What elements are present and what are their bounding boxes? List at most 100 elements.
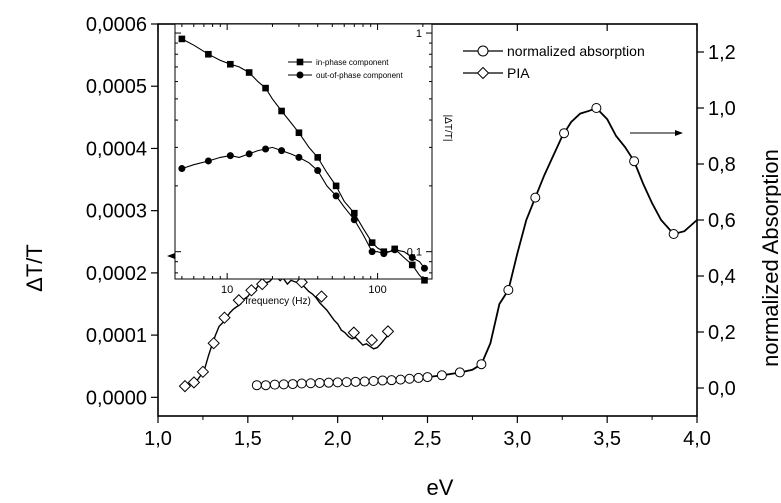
marker-absorption [395,374,406,385]
marker-absorption [668,229,679,239]
y-tick-label: 0,0003 [86,201,147,223]
marker-absorption [296,378,307,389]
y-tick-label: 0,0000 [86,387,147,409]
inset-marker-out-of-phase [262,145,270,153]
inset-marker-out-of-phase [226,152,234,160]
y-tick-label: 0,0001 [86,325,147,347]
inset-marker-out-of-phase [408,254,416,262]
marker-absorption [359,376,370,387]
marker-absorption [314,377,325,388]
marker-absorption [503,285,514,295]
y-axis-title: ΔT/T [22,244,47,292]
y2-tick-label: 0,8 [708,154,736,176]
marker-pia [207,336,220,350]
inset-marker-out-of-phase [314,167,322,175]
inset-marker-in-phase [245,69,253,76]
marker-absorption [278,379,289,390]
inset-x-tick-label: 10 [221,284,233,296]
legend-label-pia: PIA [507,65,530,81]
inset-legend-label-out-of-phase: out-of-phase component [316,71,404,80]
marker-pia [381,325,395,338]
inset-y-tick-label: 1 [416,28,422,40]
x-tick-label: 2,0 [324,428,352,450]
x-axis-title: eV [427,475,454,500]
y-tick-label: 0,0004 [86,138,147,160]
inset-marker-in-phase [278,107,285,115]
series-line-pia [184,274,389,387]
marker-absorption [476,359,487,370]
inset-marker-out-of-phase [350,216,358,224]
marker-absorption [341,377,352,388]
inset-marker-in-phase [421,276,428,284]
y2-tick-label: 0,6 [708,210,736,232]
inset-marker-in-phase [350,209,358,217]
marker-absorption [386,375,397,386]
inset-marker-out-of-phase [245,150,253,158]
inset-marker-out-of-phase [420,264,428,272]
inset-marker-out-of-phase [278,147,286,155]
marker-absorption [404,373,415,384]
marker-pia [245,284,258,297]
inset-marker-in-phase [332,182,340,190]
inset-marker-in-phase [178,35,186,43]
main-series [178,103,698,393]
x-tick-label: 4,0 [683,428,711,450]
marker-absorption [269,379,280,390]
y2-axis-title: normalized Absorption [758,149,781,367]
marker-absorption [629,156,640,167]
inset-x-axis-title: frequency (Hz) [245,296,311,307]
inset-marker-in-phase [205,50,212,58]
inset-marker-out-of-phase [368,248,376,256]
inset-marker-in-phase [314,154,322,161]
marker-pia [196,365,210,379]
x-tick-label: 3,0 [503,428,531,450]
marker-absorption [251,380,262,391]
y2-tick-label: 1,0 [708,98,736,120]
legend-marker-pia [476,66,490,80]
marker-absorption [323,377,334,388]
marker-absorption [350,376,361,387]
inset-marker-out-of-phase [391,246,399,254]
marker-absorption [260,380,271,391]
legend-marker-absorption [477,45,489,57]
inset-x-tick-label: 100 [368,284,386,296]
y-tick-label: 0,0002 [86,263,147,285]
x-tick-label: 2,5 [414,428,442,450]
marker-pia [315,290,328,303]
marker-absorption [591,103,602,113]
inset-y-axis-title: |ΔT/T| [442,115,453,142]
marker-absorption [530,192,541,203]
main-plot: 1,0 1,5 2,0 2,5 3,0 3,5 4,0 0,0000 0,0001 0,0002 0… [22,14,781,500]
inset-marker-out-of-phase [178,165,186,173]
x-tick-label: 1,0 [144,428,172,450]
marker-pia [347,326,361,339]
inset-marker-out-of-phase [380,250,388,258]
marker-pia [187,376,201,389]
marker-pia [232,294,246,307]
y2-tick-label: 0,2 [708,322,736,344]
inset-marker-in-phase [227,60,234,68]
inset-marker-in-phase [262,84,269,92]
y2-tick-label: 0,0 [708,378,736,400]
inset-marker-out-of-phase [204,157,212,165]
left-axis-arrowhead [167,253,175,259]
inset-marker-out-of-phase [295,153,303,161]
inset-series [178,35,428,284]
main-axes: 1,0 1,5 2,0 2,5 3,0 3,5 4,0 0,0000 0,0001 0,0002 0… [86,14,736,450]
marker-absorption [422,372,433,383]
marker-pia [178,379,192,393]
x-tick-label: 3,5 [593,428,621,450]
marker-absorption [332,377,343,388]
marker-pia [218,311,231,324]
marker-absorption [305,378,316,389]
y2-tick-label: 0,4 [708,266,736,288]
inset-legend-marker-in-phase [296,58,304,66]
main-legend: normalized absorption PIA [463,43,645,81]
y-tick-label: 0,0006 [86,14,147,36]
marker-absorption [287,379,298,390]
legend-label-absorption: normalized absorption [507,43,645,59]
inset-marker-in-phase [368,239,376,246]
marker-pia [365,333,379,347]
